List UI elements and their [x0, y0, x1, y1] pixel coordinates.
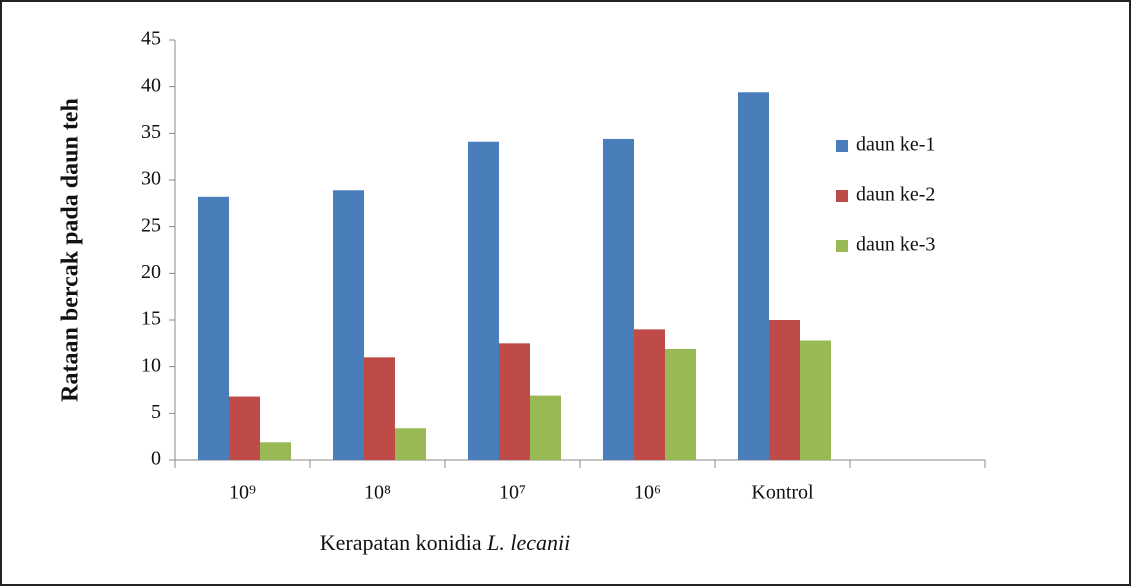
x-axis-label-text: Kerapatan konidia — [320, 530, 482, 555]
bar — [634, 329, 665, 460]
y-tick-label: 30 — [141, 168, 161, 190]
x-tick-label: Kontrol — [751, 482, 814, 504]
bar — [260, 442, 291, 460]
y-tick-label: 0 — [151, 448, 161, 470]
x-tick-label: 10⁶ — [634, 482, 661, 504]
legend-label: daun ke-1 — [856, 134, 935, 156]
bar — [198, 196, 229, 461]
bar — [333, 190, 364, 460]
legend-swatch — [836, 240, 848, 252]
bar — [229, 396, 260, 460]
bar — [364, 357, 395, 460]
bar — [769, 320, 800, 460]
bar — [468, 141, 499, 460]
bar — [800, 340, 831, 460]
y-tick-label: 20 — [141, 261, 161, 283]
x-tick-label: 10⁸ — [364, 482, 391, 504]
x-tick-label: 10⁷ — [499, 482, 526, 504]
y-tick-label: 10 — [141, 354, 161, 376]
y-tick-label: 45 — [141, 28, 161, 50]
bar — [738, 92, 769, 461]
y-tick-label: 25 — [141, 214, 161, 236]
y-tick-label: 35 — [141, 121, 161, 143]
bar — [395, 428, 426, 460]
x-tick-label: 10⁹ — [229, 482, 256, 504]
bar — [499, 343, 530, 460]
x-axis-label: Kerapatan konidia L. lecanii — [320, 530, 570, 555]
legend-label: daun ke-2 — [856, 184, 935, 206]
x-axis-label-species: L. lecanii — [486, 530, 570, 555]
legend-label: daun ke-3 — [856, 234, 935, 256]
legend-swatch — [836, 140, 848, 152]
y-axis-label: Rataan bercak pada daun teh — [58, 98, 84, 402]
bar — [530, 395, 561, 460]
y-tick-label: 15 — [141, 308, 161, 330]
legend-swatch — [836, 190, 848, 202]
y-tick-label: 5 — [151, 401, 161, 423]
y-tick-label: 40 — [141, 74, 161, 96]
bar — [603, 138, 634, 460]
bar — [665, 348, 696, 460]
